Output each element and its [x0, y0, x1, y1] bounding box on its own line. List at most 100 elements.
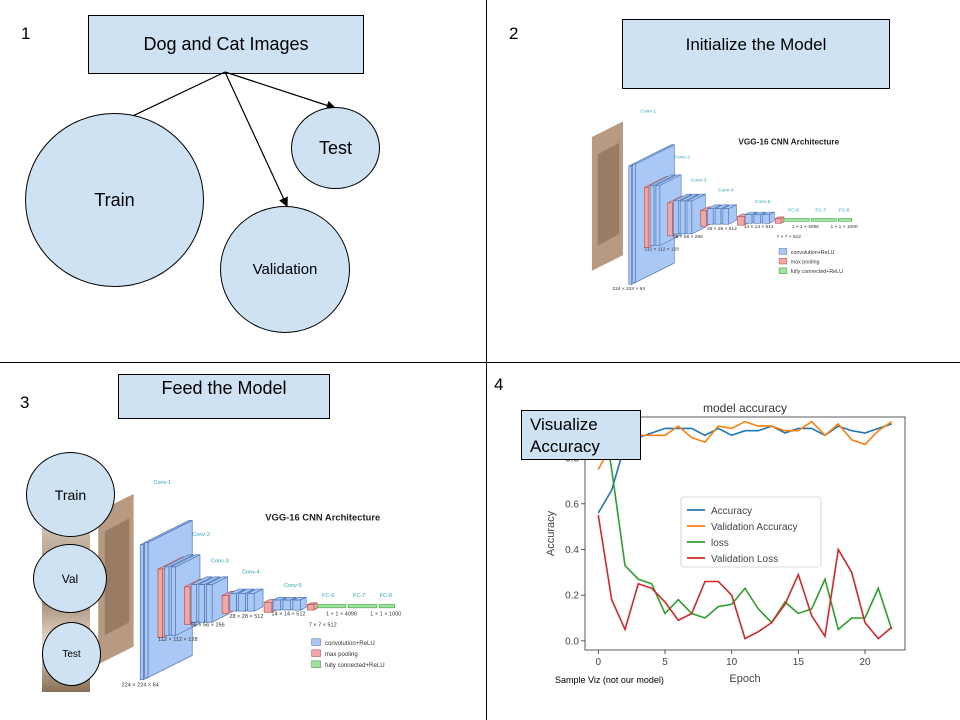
arrow-to-train [118, 71, 226, 123]
pool5-slab-front [306, 604, 315, 611]
conv-label-3: Conv-3 [211, 558, 229, 564]
dim-label-2: 112 × 112 × 128 [645, 246, 680, 252]
dim-label-8: 1 × 1 × 1000 [370, 612, 401, 618]
conv-label-2: Conv-2 [674, 154, 690, 160]
pool1-slab-front [644, 187, 649, 248]
fc-label-6: FC-6 [322, 593, 334, 599]
conv3-slab-c-front [686, 200, 693, 235]
fc8-bar [378, 604, 395, 609]
dim-label-7: 1 × 1 × 4096 [326, 612, 357, 618]
conv4-slab-a-front [707, 208, 714, 225]
vgg16-diagram-large: VGG-16 CNN Architecture Conv-1 Conv-2 Conv-… [98, 480, 401, 688]
step-number-2: 2 [509, 24, 519, 43]
fc8-bar [838, 218, 853, 222]
conv2-slab-a-front [164, 566, 170, 636]
conv-label-4: Conv-4 [242, 570, 260, 576]
x-axis-label: Epoch [729, 673, 760, 685]
fc6-bar [783, 218, 810, 222]
test-circle: Test [291, 107, 380, 189]
feed-train-circle: Train [26, 452, 115, 537]
vgg-title: VGG-16 CNN Architecture [738, 138, 839, 147]
conv-label-2: Conv-2 [192, 532, 210, 538]
conv-label-1: Conv-1 [153, 480, 171, 486]
conv4-slab-b-front [714, 208, 722, 225]
conv-label-5: Conv-5 [284, 583, 302, 589]
conv5-slab-b-front [282, 599, 291, 611]
conv5-slab-a-front [744, 214, 753, 224]
conv4-slab-c-front [247, 593, 255, 612]
x-tick-label: 0 [596, 657, 602, 668]
conv3-slab-b-front [198, 584, 205, 623]
series-line-2 [597, 420, 893, 470]
dim-label-3: 56 × 56 × 256 [191, 623, 225, 629]
conv3-slab-c-front [206, 584, 213, 623]
vgg16-diagram-small: VGG-16 CNN Architecture Conv-1 Conv-2 Conv-… [591, 109, 858, 292]
legend-label-1: convolution+ReLU [791, 250, 835, 256]
conv1-slab-b-front [632, 163, 636, 283]
conv4-slab-a-front [229, 593, 237, 612]
series-line-3 [602, 417, 893, 631]
conv-label-1: Conv-1 [640, 109, 656, 115]
pool5-slab-side [313, 602, 318, 611]
arrow-to-validation [224, 71, 288, 208]
x-tick-label: 5 [662, 657, 668, 668]
feed-train-label: Train [54, 486, 87, 503]
feed-test-circle: Test [42, 622, 101, 686]
visualize-accuracy-box: Visualize Accuracy [521, 410, 641, 460]
dim-label-6: 7 × 7 × 512 [777, 234, 802, 240]
conv3-slab-b-front [679, 200, 686, 235]
feed-val-circle: Val [33, 544, 107, 613]
pool2-slab-front [667, 202, 673, 237]
plot-frame [584, 416, 906, 651]
validation-label: Validation [252, 261, 318, 278]
test-label: Test [318, 137, 352, 158]
fc7-bar [347, 604, 378, 609]
conv-label-4: Conv-4 [718, 187, 734, 193]
legend-label-3: fully connected+ReLU [325, 662, 385, 669]
feed-val-label: Val [61, 571, 79, 586]
fc-label-8: FC-8 [839, 208, 850, 214]
legend-swatch-3 [311, 660, 321, 668]
pool3-slab-front [221, 595, 230, 614]
dim-label-6: 7 × 7 × 512 [309, 623, 337, 629]
conv2-slab-b-front [655, 185, 661, 246]
conv3-slab-a-front [673, 200, 679, 235]
legend-text-1: Accuracy [711, 506, 752, 517]
legend-text-3: loss [711, 538, 729, 549]
series-line-4 [597, 515, 893, 640]
train-circle: Train [25, 113, 204, 287]
legend-label-2: max pooling [325, 651, 358, 658]
fc-label-8: FC-8 [380, 593, 392, 599]
y-tick-label: 0.2 [565, 591, 579, 602]
step-number-3: 3 [20, 393, 30, 412]
input-photo-shade [104, 518, 130, 636]
legend-swatch-1 [778, 248, 788, 255]
fc-label-7: FC-7 [353, 593, 365, 599]
conv-label-5: Conv-5 [755, 199, 771, 205]
pool1-slab-front [157, 568, 163, 639]
step-number-1: 1 [21, 24, 31, 43]
chart-legend-box [680, 496, 822, 568]
dim-label-4: 28 × 28 × 512 [707, 226, 737, 232]
vgg-title: VGG-16 CNN Architecture [265, 511, 380, 522]
conv4-slab-c-front [722, 208, 729, 225]
conv1-slab-a-front [628, 165, 632, 285]
validation-circle: Validation [220, 206, 350, 333]
pool5-slab-front [774, 218, 782, 224]
dim-label-5: 14 × 14 × 512 [271, 612, 305, 618]
arrow-to-test [224, 71, 337, 110]
conv2-slab-b-front [170, 566, 176, 636]
conv1-slab-a-front [139, 544, 144, 681]
dim-label-1: 224 × 224 × 64 [122, 682, 159, 688]
x-tick-label: 20 [859, 657, 871, 668]
fc6-bar [316, 604, 347, 609]
dim-label-3: 56 × 56 × 256 [673, 234, 703, 240]
chart-footnote: Sample Viz (not our model) [555, 675, 664, 685]
pool3-slab-front [700, 210, 707, 227]
conv5-slab-c-front [762, 214, 770, 224]
legend-swatch-2 [311, 649, 321, 657]
conv5-slab-b-front [753, 214, 761, 224]
fc-label-6: FC-6 [788, 208, 799, 214]
pool4-slab-front [737, 216, 745, 226]
conv5-slab-c-front [292, 599, 301, 611]
